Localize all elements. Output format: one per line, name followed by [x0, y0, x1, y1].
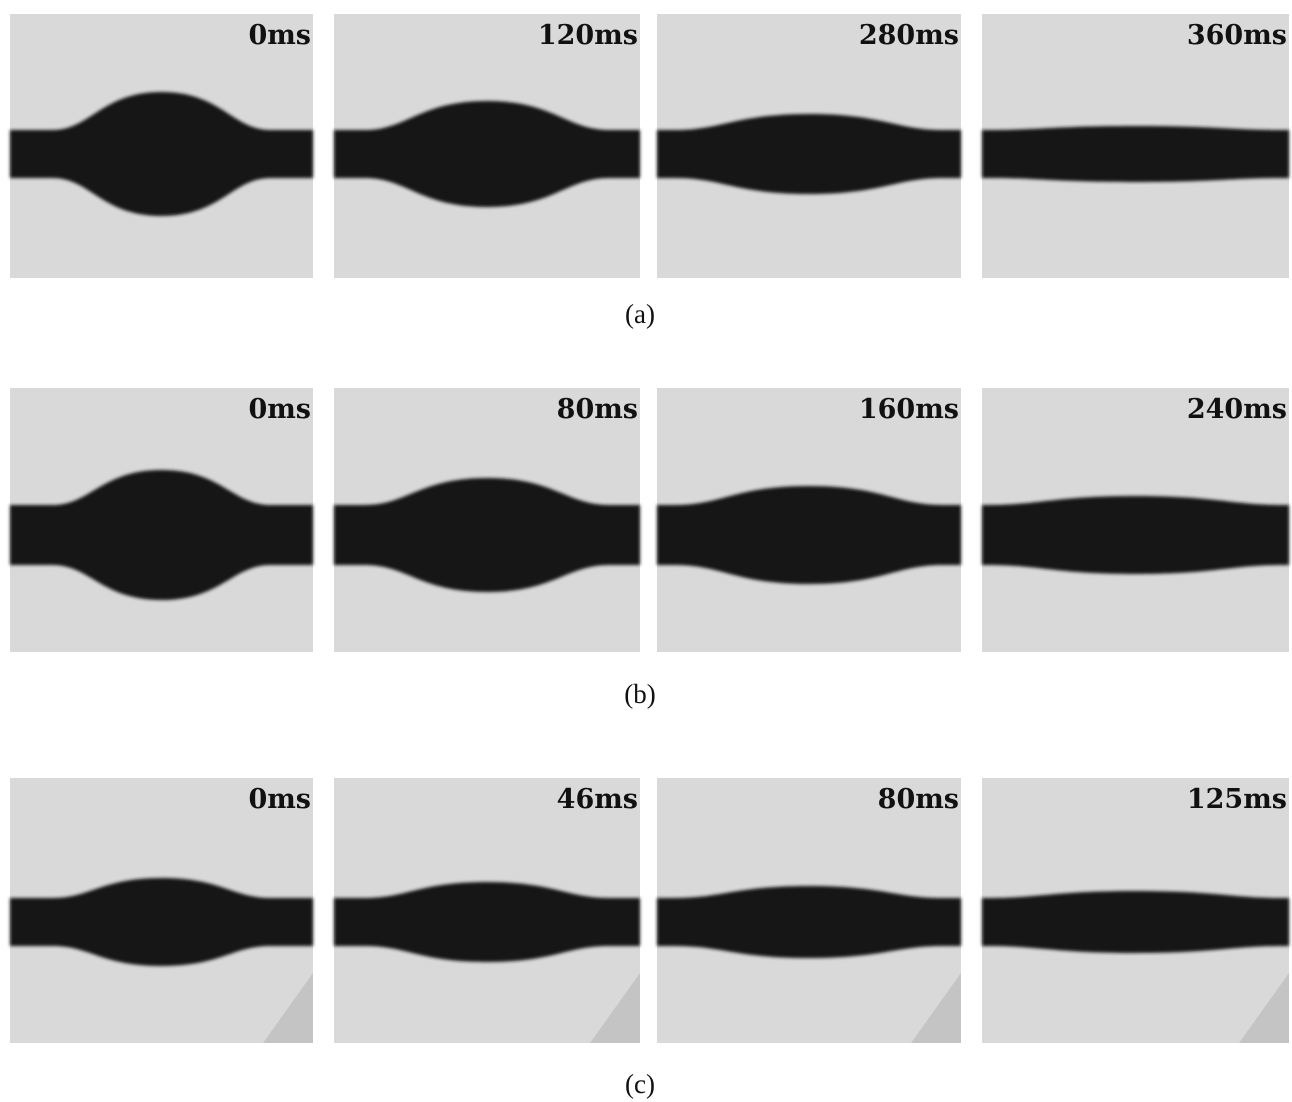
image-panel: 120ms [334, 14, 640, 278]
time-label: 160ms [859, 394, 959, 425]
droplet [982, 126, 1289, 182]
time-label: 46ms [557, 784, 638, 815]
image-panel: 0ms [10, 778, 313, 1043]
time-label: 125ms [1187, 784, 1287, 815]
image-panel: 0ms [10, 14, 313, 278]
time-label: 80ms [557, 394, 638, 425]
image-panel: 280ms [657, 14, 961, 278]
caption: (b) [624, 679, 655, 709]
droplet [982, 891, 1289, 953]
time-label: 240ms [1187, 394, 1287, 425]
image-panel: 80ms [657, 778, 961, 1043]
caption: (a) [625, 299, 655, 329]
droplet [657, 886, 961, 958]
time-label: 80ms [878, 784, 959, 815]
image-panel: 125ms [982, 778, 1289, 1043]
image-panel: 46ms [334, 778, 640, 1043]
time-label: 120ms [538, 20, 638, 51]
image-panel: 80ms [334, 388, 640, 652]
image-panel: 240ms [982, 388, 1289, 652]
image-panel: 160ms [657, 388, 961, 652]
time-label: 0ms [248, 784, 311, 815]
time-label: 0ms [248, 394, 311, 425]
droplet [982, 496, 1289, 574]
image-panel: 360ms [982, 14, 1289, 278]
figure: 0ms 120ms 280ms 360ms (a) 0ms 80ms 160ms 240ms (b… [0, 0, 1292, 1102]
caption: (c) [625, 1069, 655, 1099]
time-label: 360ms [1187, 20, 1287, 51]
time-label: 280ms [859, 20, 959, 51]
image-panel: 0ms [10, 388, 313, 652]
time-label: 0ms [248, 20, 311, 51]
